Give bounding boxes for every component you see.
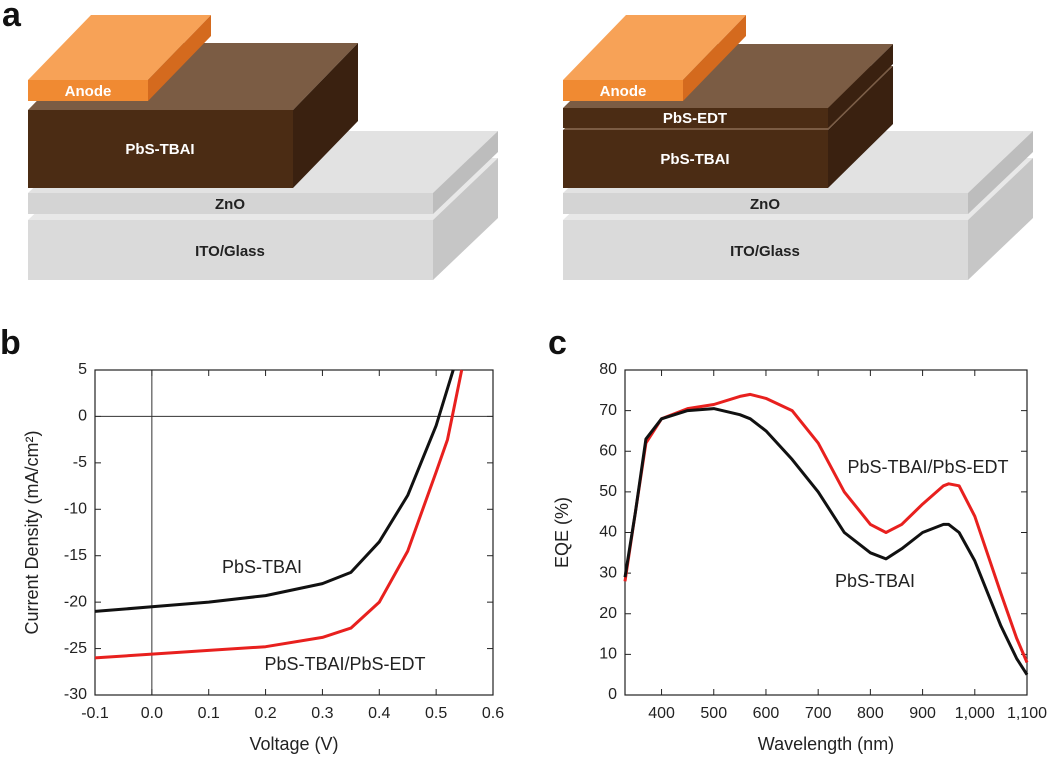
x-tick-label: 1,100 [1007, 705, 1047, 722]
layer-front [563, 108, 828, 128]
layer-side [828, 66, 893, 188]
series-label: PbS-TBAI [835, 571, 915, 591]
series-line [94, 369, 455, 613]
layer-side [828, 44, 893, 128]
zno-label: ZnO [750, 196, 780, 213]
plot-frame [94, 369, 494, 696]
layer-side [433, 158, 498, 280]
y-tick-label: -20 [64, 593, 87, 610]
x-tick-label: 600 [753, 705, 780, 722]
zno-label: ZnO [215, 196, 245, 213]
x-tick-label: 900 [909, 705, 936, 722]
y-tick-label: 20 [599, 605, 617, 622]
layer-front [563, 80, 683, 101]
y-tick-label: -10 [64, 501, 87, 518]
layer-front [28, 193, 433, 214]
layer-top [563, 15, 746, 80]
series-label: PbS-TBAI [222, 557, 302, 577]
x-tick-label: 0.0 [141, 705, 163, 722]
x-tick-label: -0.1 [81, 705, 109, 722]
x-tick-label: 800 [857, 705, 884, 722]
series-line [94, 369, 464, 660]
y-tick-label: -5 [73, 454, 87, 471]
y-tick-label: 0 [608, 686, 617, 703]
x-tick-label: 0.1 [198, 705, 220, 722]
plot-frame [624, 369, 1028, 696]
layer-side [968, 158, 1033, 280]
series-label: PbS-TBAI/PbS-EDT [847, 457, 1008, 477]
x-tick-label: 500 [700, 705, 727, 722]
x-tick-label: 0.5 [425, 705, 447, 722]
y-tick-label: 70 [599, 402, 617, 419]
layer-label: PbS-TBAI [125, 141, 194, 158]
layer-front [563, 130, 828, 188]
anode-label: Anode [600, 83, 647, 100]
layer-label: PbS-TBAI [660, 151, 729, 168]
x-tick-label: 0.2 [254, 705, 276, 722]
layer-front [563, 193, 968, 214]
x-tick-label: 400 [648, 705, 675, 722]
layer-top [28, 15, 211, 80]
series-line [623, 407, 1029, 676]
y-tick-label: 60 [599, 442, 617, 459]
series-label: PbS-TBAI/PbS-EDT [264, 654, 425, 674]
layer-label: PbS-EDT [663, 110, 727, 127]
x-tick-label: 0.6 [482, 705, 504, 722]
x-tick-label: 0.3 [311, 705, 333, 722]
anode-label: Anode [65, 83, 112, 100]
series-line [623, 392, 1029, 664]
layer-side [968, 131, 1033, 214]
layer-side [683, 15, 746, 101]
y-axis-label: Current Density (mA/cm²) [22, 430, 42, 634]
y-tick-label: -25 [64, 640, 87, 657]
layer-front [28, 220, 433, 280]
panel-label: b [0, 324, 21, 362]
layer-side [293, 43, 358, 188]
layer-side [148, 15, 211, 101]
y-tick-label: -15 [64, 547, 87, 564]
panel-label: a [2, 0, 22, 34]
y-tick-label: 10 [599, 646, 617, 663]
y-tick-label: 5 [78, 361, 87, 378]
panel-label: c [548, 324, 567, 362]
y-axis-label: EQE (%) [552, 497, 572, 568]
layer-side [433, 131, 498, 214]
y-tick-label: -30 [64, 686, 87, 703]
x-axis-label: Wavelength (nm) [758, 734, 894, 754]
y-tick-label: 0 [78, 408, 87, 425]
x-tick-label: 700 [805, 705, 832, 722]
y-tick-label: 80 [599, 361, 617, 378]
x-tick-label: 0.4 [368, 705, 390, 722]
x-axis-label: Voltage (V) [249, 734, 338, 754]
y-tick-label: 40 [599, 524, 617, 541]
y-tick-label: 50 [599, 483, 617, 500]
substrate-label: ITO/Glass [730, 243, 800, 260]
layer-front [563, 220, 968, 280]
y-tick-label: 30 [599, 564, 617, 581]
layer-front [28, 110, 293, 188]
layer-front [28, 80, 148, 101]
substrate-label: ITO/Glass [195, 243, 265, 260]
x-tick-label: 1,000 [955, 705, 995, 722]
